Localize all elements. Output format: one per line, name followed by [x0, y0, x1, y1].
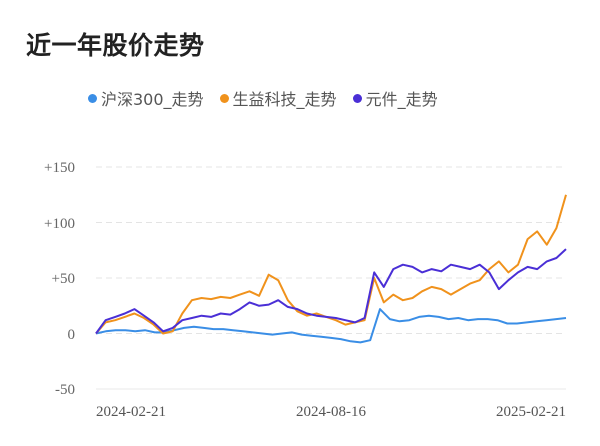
legend-label: 沪深300_走势	[101, 90, 204, 109]
series-line-1	[95, 194, 567, 335]
y-tick-label: +150	[44, 160, 75, 176]
legend-dot-icon	[352, 93, 362, 103]
page-title: 近一年股价走势	[26, 31, 205, 60]
x-tick-label: 2024-08-16	[296, 404, 366, 420]
series-lines	[95, 194, 567, 344]
legend-item-yuanjian[interactable]: 元件_走势	[352, 86, 438, 110]
x-axis-labels: 2024-02-21 2024-08-16 2025-02-21	[96, 404, 566, 420]
y-tick-label: +50	[52, 271, 75, 287]
y-tick-label: -50	[55, 382, 75, 398]
legend-dot-icon	[88, 93, 97, 103]
series-line-2	[95, 248, 567, 335]
y-tick-label: +100	[44, 216, 75, 232]
x-tick-label: 2025-02-21	[496, 404, 566, 420]
legend-item-hs300[interactable]: 沪深300_走势	[88, 86, 204, 110]
grid-lines	[96, 166, 566, 390]
series-line-0	[95, 308, 567, 344]
y-axis-labels: +150 +100 +50 0 -50	[44, 160, 75, 398]
chart-legend: 沪深300_走势 生益科技_走势 元件_走势	[88, 86, 438, 110]
y-tick-label: 0	[68, 327, 76, 343]
legend-dot-icon	[219, 93, 229, 103]
legend-label: 元件_走势	[365, 90, 438, 109]
x-tick-label: 2024-02-21	[96, 404, 166, 420]
legend-label: 生益科技_走势	[232, 90, 337, 109]
legend-item-shengyi[interactable]: 生益科技_走势	[219, 86, 337, 110]
